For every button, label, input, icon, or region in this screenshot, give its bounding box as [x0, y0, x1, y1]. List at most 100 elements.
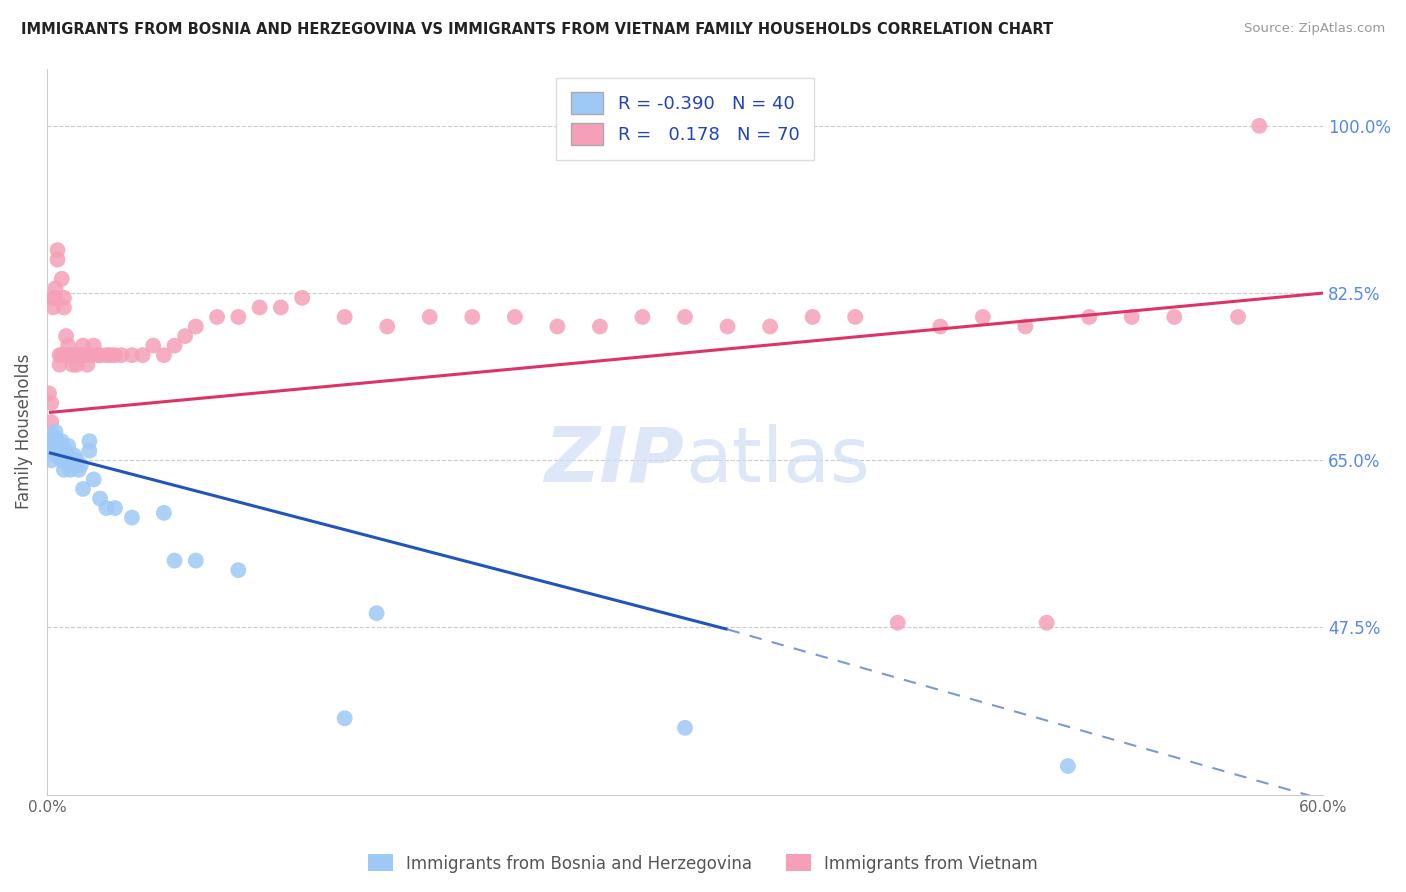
Point	[249, 301, 271, 315]
Point	[503, 310, 526, 324]
Point	[76, 358, 98, 372]
Point	[89, 348, 111, 362]
Point	[673, 310, 696, 324]
Point	[72, 482, 94, 496]
Point	[89, 491, 111, 506]
Point	[51, 348, 73, 362]
Point	[66, 358, 89, 372]
Point	[886, 615, 908, 630]
Point	[39, 415, 62, 429]
Point	[546, 319, 568, 334]
Point	[59, 348, 82, 362]
Point	[46, 252, 69, 267]
Point	[153, 348, 176, 362]
Point	[1227, 310, 1250, 324]
Point	[174, 329, 197, 343]
Point	[56, 338, 79, 352]
Point	[48, 358, 70, 372]
Point	[131, 348, 153, 362]
Point	[121, 510, 143, 524]
Point	[70, 348, 93, 362]
Point	[366, 606, 388, 620]
Point	[62, 453, 84, 467]
Point	[205, 310, 228, 324]
Text: IMMIGRANTS FROM BOSNIA AND HERZEGOVINA VS IMMIGRANTS FROM VIETNAM FAMILY HOUSEHO: IMMIGRANTS FROM BOSNIA AND HERZEGOVINA V…	[21, 22, 1053, 37]
Point	[63, 449, 86, 463]
Point	[87, 348, 110, 362]
Point	[153, 506, 176, 520]
Point	[673, 721, 696, 735]
Point	[48, 443, 70, 458]
Point	[844, 310, 866, 324]
Point	[104, 501, 127, 516]
Point	[1014, 319, 1036, 334]
Point	[228, 310, 250, 324]
Point	[52, 301, 75, 315]
Point	[42, 429, 65, 443]
Point	[1035, 615, 1057, 630]
Point	[83, 338, 105, 352]
Point	[759, 319, 782, 334]
Point	[228, 563, 250, 577]
Point	[121, 348, 143, 362]
Point	[631, 310, 654, 324]
Point	[46, 434, 69, 449]
Point	[51, 434, 73, 449]
Point	[67, 463, 90, 477]
Point	[48, 348, 70, 362]
Point	[291, 291, 314, 305]
Point	[801, 310, 824, 324]
Point	[83, 472, 105, 486]
Point	[79, 434, 101, 449]
Point	[163, 553, 186, 567]
Point	[42, 301, 65, 315]
Point	[42, 439, 65, 453]
Point	[72, 338, 94, 352]
Point	[333, 310, 356, 324]
Point	[48, 439, 70, 453]
Point	[110, 348, 132, 362]
Point	[56, 439, 79, 453]
Point	[51, 271, 73, 285]
Point	[62, 358, 84, 372]
Point	[63, 348, 86, 362]
Point	[39, 453, 62, 467]
Point	[55, 443, 77, 458]
Point	[52, 291, 75, 305]
Point	[1057, 759, 1080, 773]
Point	[96, 501, 118, 516]
Point	[39, 396, 62, 410]
Point	[79, 348, 101, 362]
Point	[333, 711, 356, 725]
Point	[44, 281, 66, 295]
Point	[44, 434, 66, 449]
Point	[44, 425, 66, 439]
Point	[46, 449, 69, 463]
Point	[66, 453, 89, 467]
Point	[39, 434, 62, 449]
Point	[142, 338, 165, 352]
Legend: R = -0.390   N = 40, R =   0.178   N = 70: R = -0.390 N = 40, R = 0.178 N = 70	[557, 78, 814, 160]
Point	[51, 453, 73, 467]
Point	[1163, 310, 1185, 324]
Text: Source: ZipAtlas.com: Source: ZipAtlas.com	[1244, 22, 1385, 36]
Legend: Immigrants from Bosnia and Herzegovina, Immigrants from Vietnam: Immigrants from Bosnia and Herzegovina, …	[361, 847, 1045, 880]
Point	[1121, 310, 1143, 324]
Point	[44, 291, 66, 305]
Point	[163, 338, 186, 352]
Point	[270, 301, 292, 315]
Point	[79, 443, 101, 458]
Point	[42, 291, 65, 305]
Point	[96, 348, 118, 362]
Point	[52, 443, 75, 458]
Point	[55, 329, 77, 343]
Point	[46, 243, 69, 257]
Point	[929, 319, 952, 334]
Point	[104, 348, 127, 362]
Point	[100, 348, 122, 362]
Point	[589, 319, 612, 334]
Y-axis label: Family Households: Family Households	[15, 354, 32, 509]
Point	[56, 348, 79, 362]
Point	[1249, 119, 1271, 133]
Point	[972, 310, 994, 324]
